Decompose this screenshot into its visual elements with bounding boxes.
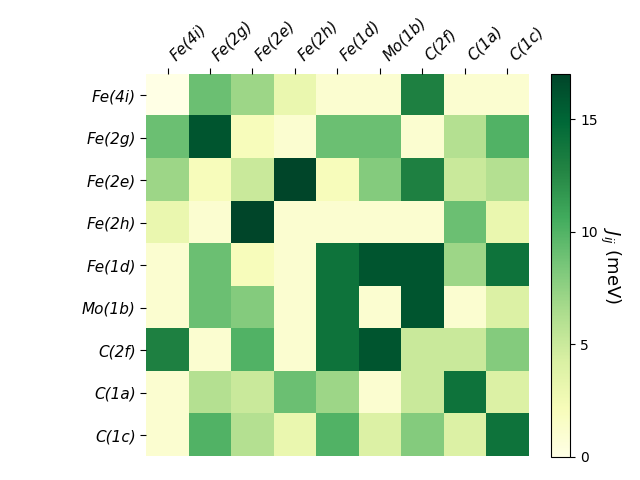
Y-axis label: $J_{ij}$ (meV): $J_{ij}$ (meV) (598, 227, 623, 304)
